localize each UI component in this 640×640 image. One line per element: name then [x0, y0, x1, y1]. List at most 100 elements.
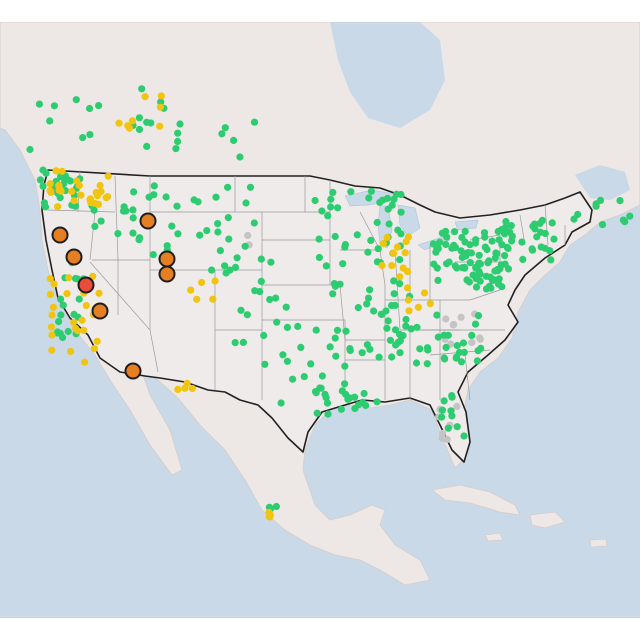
moderate-station-marker[interactable] [157, 92, 165, 100]
good-station-marker[interactable] [394, 226, 402, 234]
good-station-marker[interactable] [251, 287, 259, 295]
good-station-marker[interactable] [176, 120, 184, 128]
good-station-marker[interactable] [326, 343, 334, 351]
moderate-station-marker[interactable] [70, 318, 78, 326]
good-station-marker[interactable] [373, 398, 381, 406]
good-station-marker[interactable] [72, 96, 80, 104]
good-station-marker[interactable] [502, 217, 510, 226]
good-station-marker[interactable] [626, 212, 634, 220]
good-station-marker[interactable] [157, 98, 165, 106]
moderate-station-marker[interactable] [78, 316, 86, 324]
moderate-station-marker[interactable] [80, 326, 88, 334]
good-station-marker[interactable] [214, 228, 222, 236]
good-station-marker[interactable] [374, 245, 382, 253]
good-station-marker[interactable] [279, 351, 287, 359]
good-station-marker[interactable] [283, 357, 291, 365]
good-station-marker[interactable] [598, 221, 607, 229]
good-station-marker[interactable] [533, 233, 541, 241]
good-station-marker[interactable] [458, 264, 466, 272]
good-station-marker[interactable] [370, 307, 378, 315]
moderate-station-marker[interactable] [198, 278, 206, 287]
good-station-marker[interactable] [504, 244, 512, 253]
good-station-marker[interactable] [129, 229, 137, 237]
good-station-marker[interactable] [507, 222, 515, 230]
moderate-station-marker[interactable] [89, 272, 97, 280]
good-station-marker[interactable] [377, 310, 385, 318]
good-station-marker[interactable] [341, 362, 349, 370]
moderate-station-marker[interactable] [383, 233, 391, 242]
good-station-marker[interactable] [334, 204, 342, 212]
moderate-station-marker[interactable] [404, 296, 412, 304]
good-station-marker[interactable] [501, 230, 509, 238]
good-station-marker[interactable] [130, 188, 138, 196]
good-station-marker[interactable] [363, 300, 371, 308]
moderate-station-marker[interactable] [379, 240, 387, 248]
good-station-marker[interactable] [383, 194, 391, 202]
moderate-station-marker[interactable] [96, 181, 104, 190]
moderate-station-marker[interactable] [378, 261, 386, 270]
good-station-marker[interactable] [315, 253, 323, 262]
good-station-marker[interactable] [376, 198, 384, 206]
moderate-station-marker[interactable] [82, 302, 90, 310]
good-station-marker[interactable] [221, 124, 229, 132]
good-station-marker[interactable] [462, 252, 470, 260]
moderate-station-marker[interactable] [104, 193, 112, 201]
moderate-station-marker[interactable] [70, 197, 78, 205]
good-station-marker[interactable] [172, 145, 180, 153]
good-station-marker[interactable] [95, 102, 103, 110]
good-station-marker[interactable] [550, 235, 558, 243]
good-station-marker[interactable] [336, 280, 344, 288]
good-station-marker[interactable] [407, 325, 415, 333]
good-station-marker[interactable] [474, 312, 483, 320]
good-station-marker[interactable] [331, 232, 339, 241]
good-station-marker[interactable] [231, 339, 239, 347]
good-station-marker[interactable] [450, 228, 459, 236]
good-station-marker[interactable] [485, 257, 493, 265]
good-station-marker[interactable] [592, 200, 600, 208]
good-station-marker[interactable] [163, 242, 171, 250]
good-station-marker[interactable] [473, 357, 481, 365]
good-station-marker[interactable] [445, 258, 453, 266]
good-station-marker[interactable] [129, 206, 137, 214]
moderate-station-marker[interactable] [72, 324, 80, 332]
moderate-station-marker[interactable] [58, 167, 66, 175]
good-station-marker[interactable] [397, 208, 405, 216]
good-station-marker[interactable] [322, 262, 330, 270]
no-data-station-marker[interactable] [468, 338, 476, 346]
moderate-station-marker[interactable] [187, 286, 195, 294]
good-station-marker[interactable] [337, 405, 345, 413]
good-station-marker[interactable] [485, 282, 494, 290]
good-station-marker[interactable] [461, 238, 469, 246]
good-station-marker[interactable] [386, 336, 394, 344]
good-station-marker[interactable] [322, 394, 330, 402]
good-station-marker[interactable] [329, 290, 337, 298]
good-station-marker[interactable] [448, 412, 456, 420]
good-station-marker[interactable] [442, 240, 450, 249]
good-station-marker[interactable] [216, 247, 224, 255]
good-station-marker[interactable] [311, 388, 320, 396]
moderate-station-marker[interactable] [193, 295, 201, 303]
good-station-marker[interactable] [518, 238, 526, 246]
unhealthy-sensitive-station-marker[interactable] [91, 302, 109, 320]
moderate-station-marker[interactable] [403, 284, 412, 292]
good-station-marker[interactable] [416, 345, 424, 353]
good-station-marker[interactable] [324, 410, 332, 418]
good-station-marker[interactable] [466, 259, 474, 267]
good-station-marker[interactable] [402, 322, 410, 330]
good-station-marker[interactable] [452, 354, 460, 362]
moderate-station-marker[interactable] [67, 347, 75, 355]
good-station-marker[interactable] [388, 201, 396, 209]
good-station-marker[interactable] [477, 344, 485, 352]
good-station-marker[interactable] [504, 265, 513, 273]
good-station-marker[interactable] [396, 280, 404, 288]
good-station-marker[interactable] [250, 118, 259, 126]
unhealthy-sensitive-station-marker[interactable] [158, 265, 176, 283]
good-station-marker[interactable] [373, 218, 381, 227]
good-station-marker[interactable] [423, 360, 431, 368]
moderate-station-marker[interactable] [90, 345, 98, 353]
good-station-marker[interactable] [619, 216, 628, 224]
good-station-marker[interactable] [162, 193, 170, 201]
good-station-marker[interactable] [236, 153, 244, 161]
moderate-station-marker[interactable] [396, 273, 404, 281]
good-station-marker[interactable] [469, 271, 477, 279]
